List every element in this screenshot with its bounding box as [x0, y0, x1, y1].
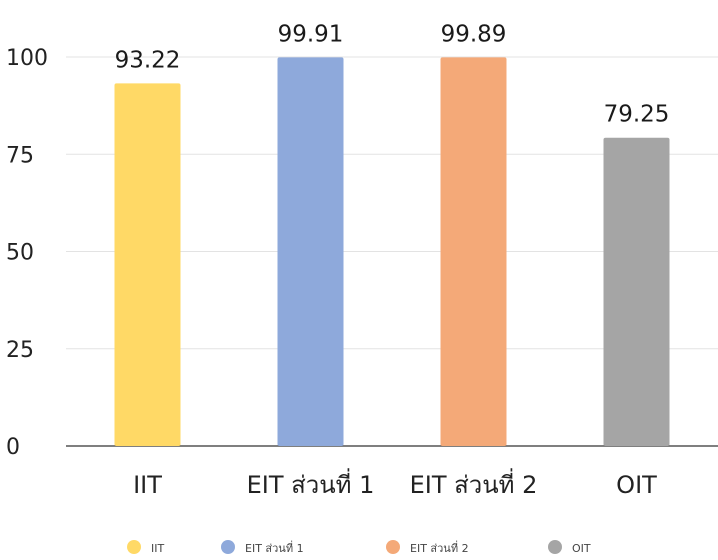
x-tick-label: EIT ส่วนที่ 2 [410, 468, 538, 499]
legend-label: OIT [572, 542, 591, 555]
y-tick-label: 75 [6, 143, 34, 168]
legend-marker [127, 540, 141, 554]
data-label: 99.91 [278, 21, 344, 47]
data-labels: 93.22 99.91 99.89 79.25 [115, 21, 670, 127]
x-axis-categories: IIT EIT ส่วนที่ 1 EIT ส่วนที่ 2 OIT [133, 468, 657, 499]
bar [114, 83, 181, 446]
data-label: 93.22 [115, 47, 181, 73]
y-tick-label: 25 [6, 338, 34, 363]
x-tick-label: IIT [133, 471, 162, 499]
bars [114, 57, 670, 447]
y-axis-ticks: 0 25 50 75 100 [6, 46, 48, 460]
legend: IIT EIT ส่วนที่ 1 EIT ส่วนที่ 2 OIT [127, 540, 591, 555]
bar [277, 57, 344, 447]
data-label: 79.25 [604, 102, 670, 128]
x-tick-label: EIT ส่วนที่ 1 [247, 468, 375, 499]
legend-label: EIT ส่วนที่ 1 [245, 540, 304, 555]
legend-marker [548, 540, 562, 554]
legend-marker [386, 540, 400, 554]
bar [603, 137, 670, 446]
legend-marker [221, 540, 235, 554]
data-label: 99.89 [441, 21, 507, 47]
legend-label: IIT [151, 542, 164, 555]
y-tick-label: 0 [6, 435, 20, 460]
legend-label: EIT ส่วนที่ 2 [410, 540, 469, 555]
y-tick-label: 100 [6, 46, 48, 71]
y-tick-label: 50 [6, 241, 34, 266]
bar [440, 57, 507, 447]
x-tick-label: OIT [616, 471, 657, 499]
